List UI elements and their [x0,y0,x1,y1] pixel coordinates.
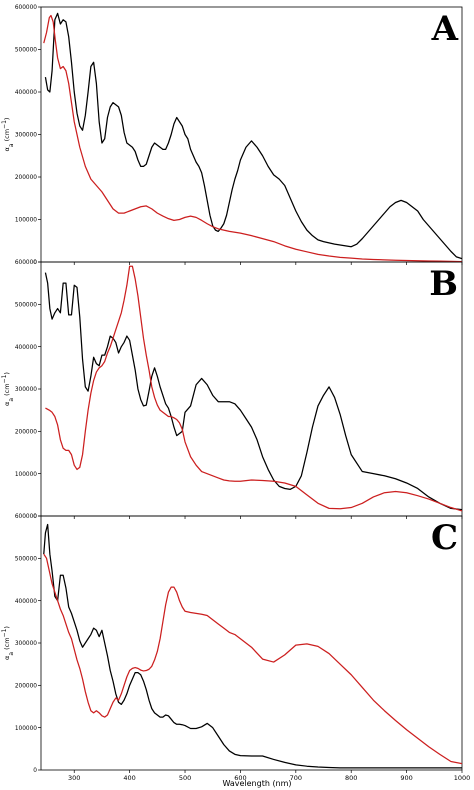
panel-label: A [431,9,459,49]
plot-frame [40,6,463,263]
y-tick-label: 100000 [15,726,37,732]
x-tick-label: 900 [400,774,412,782]
series-line-black [44,12,462,260]
y-tick-label: 0 [33,514,37,520]
x-tick-label: 500 [179,774,191,782]
x-tick-label: 300 [68,774,80,782]
panel-B: 0 100000 200000 300000 400000 500000 600000 αa … [1,260,463,520]
series-line-red [45,265,462,512]
y-tick-label: 600000 [15,514,37,520]
series-line-red [43,553,462,765]
x-tick-label: 1000 [454,774,471,782]
y-tick-label: 400000 [15,90,37,96]
panel-label: C [431,518,458,558]
series-line-black [43,523,462,769]
y-tick-label: 300000 [15,641,37,647]
series-line-red [43,14,462,262]
x-tick-label: 700 [290,774,302,782]
y-tick-label: 600000 [15,5,37,11]
x-tick-label: 600 [234,774,246,782]
y-tick-label: 100000 [15,218,37,224]
y-axis-label: αa (cm−1) [1,118,15,152]
panel-C: 0 100000 200000 300000 400000 500000 600000 300… [1,514,471,782]
x-axis-label: Wavelength (nm) [222,779,291,788]
plot-frame [40,261,463,517]
y-axis-label: αa (cm−1) [1,372,15,406]
x-tick-label: 400 [123,774,135,782]
series-line-black [44,272,462,511]
panel-A: 0 100000 200000 300000 400000 500000 600000 αa … [1,5,463,266]
y-tick-label: 100000 [15,472,37,478]
y-tick-label: 200000 [15,684,37,690]
y-axis-label: αa (cm−1) [1,626,15,660]
y-tick-label: 500000 [15,48,37,54]
y-tick-label: 0 [33,260,37,266]
y-tick-label: 400000 [15,345,37,351]
y-tick-label: 200000 [15,175,37,181]
x-tick-label: 800 [345,774,357,782]
y-tick-label: 400000 [15,599,37,605]
y-tick-label: 500000 [15,557,37,563]
panel-label: B [429,264,458,304]
y-tick-label: 0 [33,768,37,774]
panels-group: 0100000200000300000400000500000600000αa … [1,5,471,782]
y-tick-label: 200000 [15,430,37,436]
y-tick-label: 600000 [15,260,37,266]
y-tick-label: 500000 [15,303,37,309]
y-tick-label: 300000 [15,387,37,393]
y-tick-label: 300000 [15,133,37,139]
